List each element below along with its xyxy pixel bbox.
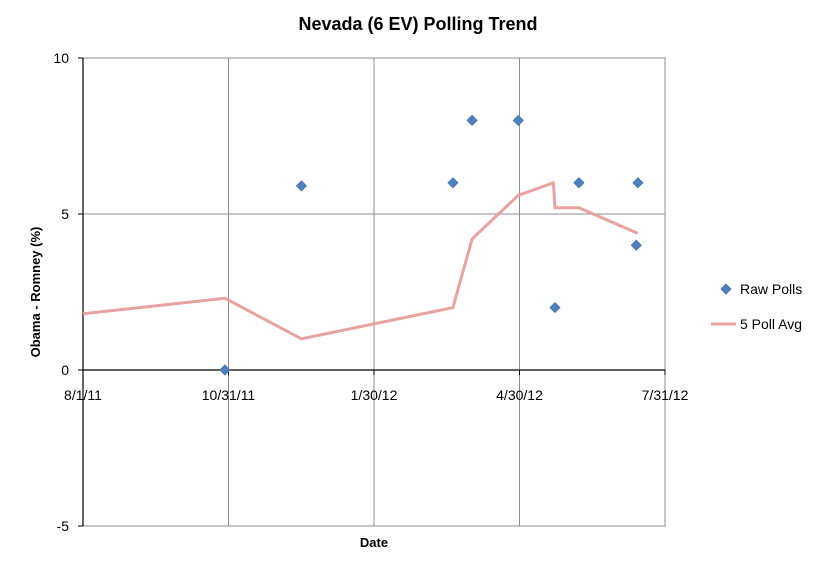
legend-diamond-icon — [720, 283, 732, 295]
y-axis-title: Obama - Romney (%) — [28, 227, 43, 358]
y-tick-label: 0 — [61, 362, 69, 378]
y-tick-labels: -5 0 5 10 — [53, 50, 83, 534]
raw-poll-point — [466, 114, 478, 126]
legend-item-raw-polls: Raw Polls — [720, 281, 802, 297]
x-tick-label: 10/31/11 — [202, 387, 256, 403]
legend-label-raw-polls: Raw Polls — [740, 281, 802, 297]
x-tick-label: 4/30/12 — [496, 387, 543, 403]
raw-poll-point — [630, 239, 642, 251]
raw-poll-point — [219, 364, 231, 376]
legend: Raw Polls 5 Poll Avg — [711, 281, 802, 332]
x-tick-label: 8/1/11 — [64, 387, 102, 403]
x-tick-label: 1/30/12 — [351, 387, 398, 403]
y-tick-label: 5 — [61, 206, 69, 222]
gridlines — [83, 58, 665, 526]
legend-label-5-poll-avg: 5 Poll Avg — [740, 316, 802, 332]
x-tick-label: 7/31/12 — [642, 387, 689, 403]
raw-polls-group — [219, 114, 644, 376]
raw-poll-point — [447, 177, 459, 189]
raw-poll-point — [512, 114, 524, 126]
raw-poll-point — [549, 302, 561, 314]
chart-title: Nevada (6 EV) Polling Trend — [298, 14, 537, 34]
avg-line — [82, 181, 638, 341]
raw-poll-point — [632, 177, 644, 189]
raw-poll-point — [295, 180, 308, 192]
legend-item-5-poll-avg: 5 Poll Avg — [711, 316, 802, 332]
raw-poll-point — [573, 177, 585, 189]
y-tick-label: -5 — [57, 518, 70, 534]
x-tick-labels: 8/1/11 10/31/11 1/30/12 4/30/12 7/31/12 — [64, 370, 689, 403]
y-tick-label: 10 — [53, 50, 69, 66]
x-axis-title: Date — [360, 535, 388, 550]
avg-line-group — [82, 181, 638, 341]
